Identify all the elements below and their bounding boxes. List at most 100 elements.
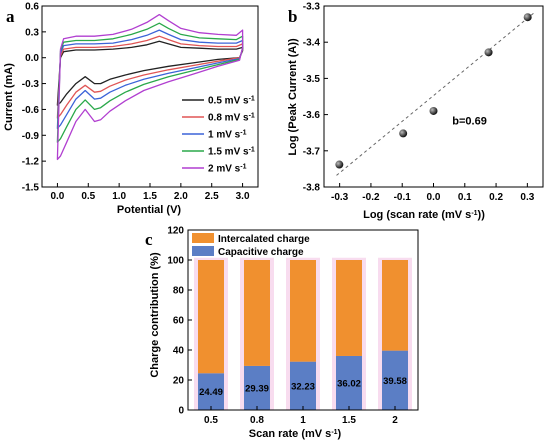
panel-b-x-tick-label: -0.2 bbox=[362, 192, 380, 203]
panel-b-y-axis-label: Log (Peak Current (A)) bbox=[287, 38, 299, 156]
panel-c-y-tick-label: 100 bbox=[167, 256, 184, 267]
panel-c-bar-intercalated bbox=[244, 260, 270, 366]
panel-c-bar-intercalated bbox=[290, 260, 316, 362]
panel-b-y-tick-label: -3.8 bbox=[303, 183, 321, 194]
panel-b-data-point bbox=[399, 129, 408, 138]
panel-c-label: c bbox=[145, 230, 153, 249]
panel-b-label: b bbox=[288, 7, 297, 26]
panel-c-y-tick-label: 120 bbox=[167, 226, 184, 237]
panel-b-x-axis-label-main: Log (scan rate (mV s bbox=[363, 209, 471, 221]
panel-c-bar-capacitive bbox=[244, 365, 270, 410]
panel-c-bar-value-label: 32.23 bbox=[291, 381, 315, 392]
panel-a-legend-label-main: 1 mV s bbox=[208, 130, 241, 141]
panel-c-x-axis-label-end: ) bbox=[338, 428, 342, 440]
panel-c-y-tick-label: 0 bbox=[178, 406, 184, 417]
panel-c-x-tick-label: 0.8 bbox=[250, 415, 264, 426]
panel-c-y-tick-label: 40 bbox=[173, 346, 185, 357]
panel-b-x-tick-label: 0.2 bbox=[489, 192, 503, 203]
panel-b-x-axis-label-exp: -1 bbox=[471, 210, 477, 217]
panel-c-bar-intercalated bbox=[198, 260, 224, 374]
panel-b-x-axis-label: Log (scan rate (mV s-1)) bbox=[363, 209, 485, 221]
panel-a-x-tick-label: 1.0 bbox=[112, 191, 126, 202]
panel-b-y-tick-label: -3.7 bbox=[303, 146, 321, 157]
panel-c-x-tick-label: 1 bbox=[300, 415, 306, 426]
panel-c-bar-intercalated bbox=[336, 260, 362, 356]
panel-c-legend-label: Capacitive charge bbox=[218, 247, 304, 258]
panel-c-x-axis-label-exp: -1 bbox=[331, 429, 337, 436]
panel-c-bar-capacitive bbox=[290, 361, 316, 410]
panel-a-legend-label-main: 2 mV s bbox=[208, 164, 241, 175]
panel-c-x-axis-label-main: Scan rate (mV s bbox=[249, 428, 332, 440]
panel-a-x-tick-label: 0.0 bbox=[50, 191, 64, 202]
panel-c-x-axis-label: Scan rate (mV s-1) bbox=[249, 428, 342, 440]
panel-b-x-tick-label: 0.1 bbox=[458, 192, 472, 203]
panel-b-x-tick-label: 0.3 bbox=[520, 192, 534, 203]
panel-c-legend: Intercalated charge Capacitive charge bbox=[192, 233, 310, 258]
panel-b-fit-line bbox=[336, 12, 534, 176]
panel-a-series-5 bbox=[56, 13, 244, 161]
panel-a-y-tick-label: -0.9 bbox=[22, 131, 40, 142]
panel-c-x-tick-label: 1.5 bbox=[342, 415, 356, 426]
panel-a-legend-label-exp: -1 bbox=[249, 112, 255, 119]
panel-a-x-tick-label: 0.5 bbox=[81, 191, 95, 202]
panel-a-legend-label: 0.8 mV s-1 bbox=[208, 112, 255, 124]
panel-b-ticks: -0.3 -0.2 -0.1 0.0 0.1 0.2 0.3 -3.8 -3.7 -3.6 -3.5… bbox=[303, 2, 535, 204]
panel-a-legend-label-exp: -1 bbox=[240, 163, 246, 170]
panel-b-points bbox=[335, 13, 532, 169]
panel-a-legend-label-main: 0.8 mV s bbox=[208, 113, 249, 124]
panel-b-y-tick-label: -3.6 bbox=[303, 110, 321, 121]
panel-a-x-tick-label: 1.5 bbox=[143, 191, 157, 202]
panel-c-bar-value-label: 36.02 bbox=[337, 378, 361, 389]
panel-c-bars: 24.49 29.39 32.23 36.02 39.58 bbox=[198, 260, 408, 410]
panel-a-legend-label: 1 mV s-1 bbox=[208, 129, 247, 141]
panel-a-legend-label: 2 mV s-1 bbox=[208, 163, 247, 175]
panel-b-x-tick-label: 0.0 bbox=[427, 192, 441, 203]
panel-c-bar-chart: c 24.49 29.39 32.23 36.02 39.58 0.5 0.8 1 1.5 20… bbox=[145, 226, 419, 440]
panel-b-y-tick-label: -3.3 bbox=[303, 2, 321, 13]
panel-b-log-plot: b -0.3 -0.2 -0.1 0.0 0.1 0.2 0.3 -3.8 -3.7 -3.6 -3… bbox=[287, 2, 544, 221]
panel-a-legend-label-exp: -1 bbox=[240, 129, 246, 136]
panel-a-y-tick-label: 0.0 bbox=[25, 53, 39, 64]
panel-a-y-tick-label: -1.2 bbox=[22, 157, 40, 168]
panel-b-slope-annotation: b=0.69 bbox=[452, 116, 487, 128]
panel-c-legend-swatch bbox=[192, 246, 214, 256]
panel-b-x-tick-label: -0.1 bbox=[394, 192, 412, 203]
panel-b-data-point bbox=[484, 48, 493, 57]
panel-b-data-point bbox=[429, 106, 438, 115]
panel-c-y-tick-label: 60 bbox=[173, 316, 185, 327]
panel-b-y-tick-label: -3.4 bbox=[303, 38, 321, 49]
panel-c-x-tick-label: 2 bbox=[392, 415, 398, 426]
panel-c-bar-capacitive bbox=[336, 355, 362, 410]
panel-a-x-tick-label: 2.5 bbox=[205, 191, 219, 202]
panel-a-y-tick-label: -0.6 bbox=[22, 105, 40, 116]
panel-c-y-tick-label: 80 bbox=[173, 286, 185, 297]
panel-c-x-tick-label: 0.5 bbox=[204, 415, 218, 426]
panel-c-bar-value-label: 29.39 bbox=[245, 383, 269, 394]
panel-a-y-tick-label: -1.5 bbox=[22, 183, 40, 194]
panel-a-legend-label: 0.5 mV s-1 bbox=[208, 95, 255, 107]
panel-a-label: a bbox=[6, 7, 15, 26]
panel-c-bar-value-label: 24.49 bbox=[199, 387, 223, 398]
panel-a-x-tick-label: 3.0 bbox=[236, 191, 250, 202]
panel-b-data-point bbox=[523, 13, 532, 22]
panel-c-bar-capacitive bbox=[198, 373, 224, 410]
panel-a-x-tick-label: 2.0 bbox=[174, 191, 188, 202]
panel-a-legend: 0.5 mV s-10.8 mV s-11 mV s-11.5 mV s-12 … bbox=[182, 95, 255, 175]
panel-a-legend-label-exp: -1 bbox=[249, 146, 255, 153]
panel-a-legend-label-main: 0.5 mV s bbox=[208, 96, 249, 107]
panel-a-y-axis-label: Current (mA) bbox=[3, 63, 15, 131]
panel-c-bar-capacitive bbox=[382, 350, 408, 410]
panel-c-legend-label: Intercalated charge bbox=[218, 234, 310, 245]
panel-c-legend-swatch bbox=[192, 233, 214, 243]
panel-b-x-tick-label: -0.3 bbox=[331, 192, 349, 203]
panel-a-ticks: 0.0 0.5 1.0 1.5 2.0 2.5 3.0 -1.5 -1.2 -0.9 -0.6 -0.… bbox=[22, 2, 250, 203]
panel-a-legend-label-exp: -1 bbox=[249, 95, 255, 102]
panel-c-y-tick-label: 20 bbox=[173, 376, 185, 387]
panel-c-bar-value-label: 39.58 bbox=[383, 376, 407, 387]
panel-b-x-axis-label-end: )) bbox=[478, 209, 486, 221]
panel-b-data-point bbox=[335, 160, 344, 169]
panel-a-series-4 bbox=[56, 22, 244, 143]
